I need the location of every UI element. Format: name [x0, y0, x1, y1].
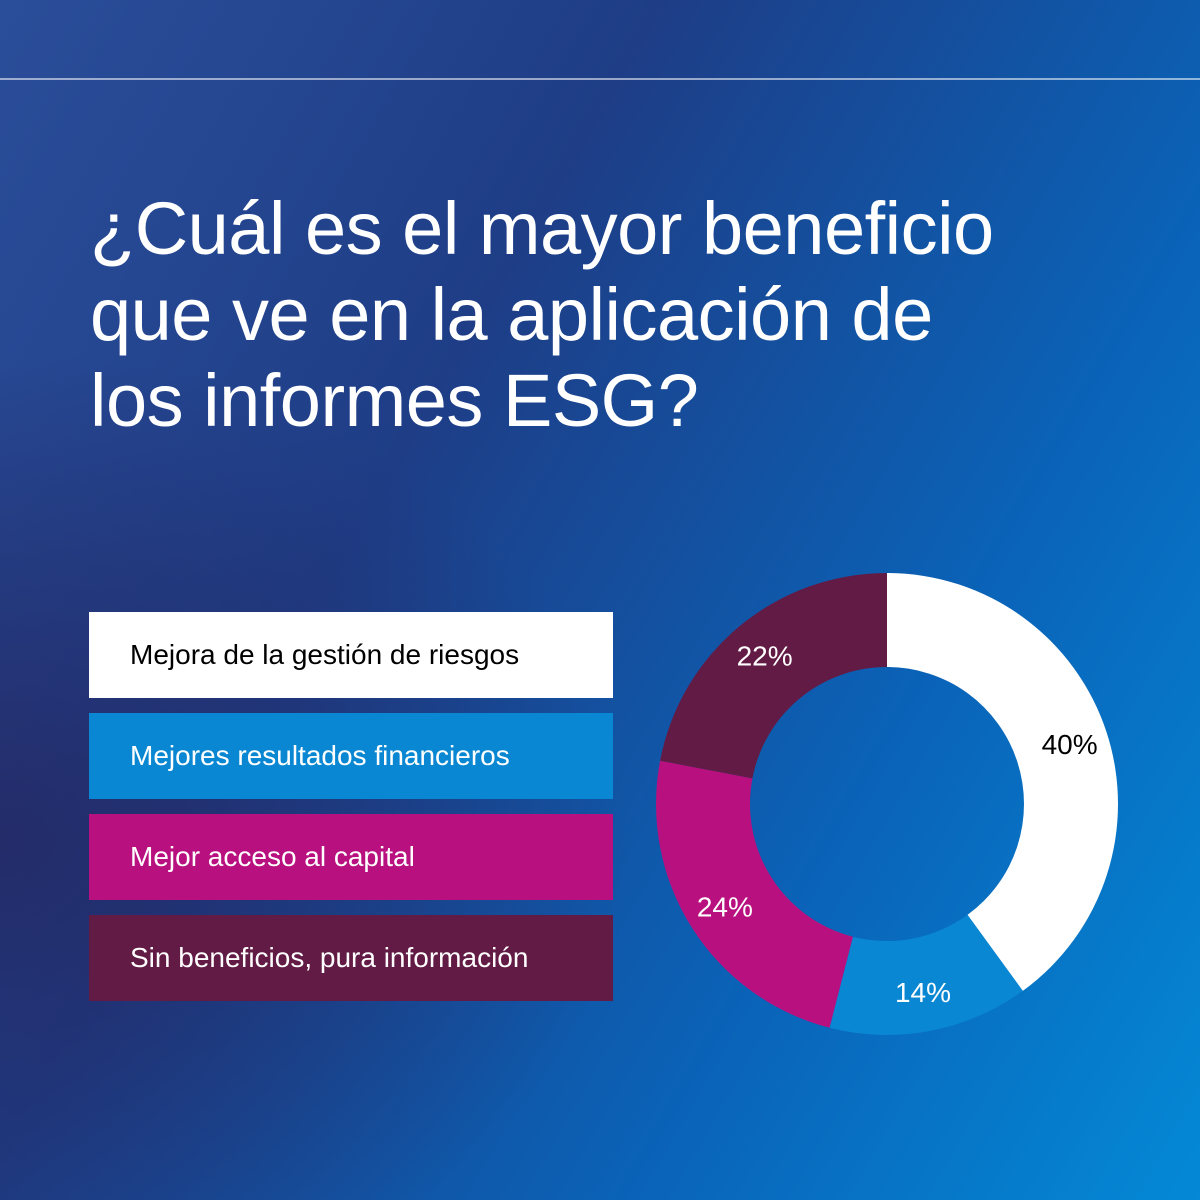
- title-line-3: los informes ESG?: [90, 359, 699, 442]
- title-line-1: ¿Cuál es el mayor beneficio: [90, 187, 994, 270]
- legend-item-risk-management: Mejora de la gestión de riesgos: [89, 612, 613, 698]
- slice-financial-results: [829, 914, 1023, 1035]
- slice-no-benefits: [660, 573, 887, 779]
- chart-legend: Mejora de la gestión de riesgos Mejores …: [89, 612, 613, 1016]
- legend-label: Mejora de la gestión de riesgos: [130, 639, 520, 670]
- legend-label: Mejor acceso al capital: [130, 841, 415, 872]
- legend-label: Sin beneficios, pura información: [130, 942, 529, 973]
- slice-label-financial-results: 14%: [895, 977, 951, 1008]
- legend-item-no-benefits: Sin beneficios, pura información: [89, 915, 613, 1001]
- slice-capital-access: [656, 760, 853, 1028]
- legend-item-capital-access: Mejor acceso al capital: [89, 814, 613, 900]
- top-divider: [0, 78, 1200, 80]
- legend-label: Mejores resultados financieros: [130, 740, 510, 771]
- title-line-2: que ve en la aplicación de: [90, 273, 933, 356]
- slice-label-capital-access: 24%: [697, 891, 753, 922]
- page-title: ¿Cuál es el mayor beneficio que ve en la…: [90, 186, 1150, 444]
- slice-label-risk-management: 40%: [1042, 729, 1098, 760]
- slice-risk-management: [887, 573, 1118, 991]
- slice-label-no-benefits: 22%: [737, 641, 793, 672]
- legend-item-financial-results: Mejores resultados financieros: [89, 713, 613, 799]
